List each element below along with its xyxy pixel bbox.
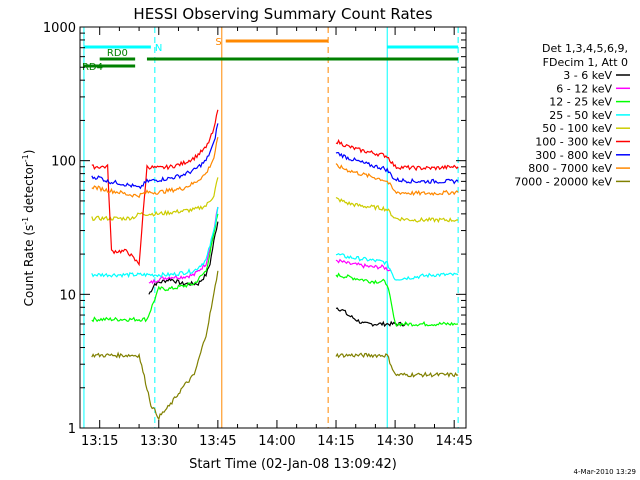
- plot-frame: [79, 26, 467, 429]
- legend-label: 25 - 50 keV: [549, 109, 612, 122]
- y-tick-label: 10: [59, 288, 76, 303]
- chart-title: HESSI Observing Summary Count Rates: [133, 5, 432, 23]
- series-line: [335, 352, 459, 378]
- series-line: [148, 221, 219, 295]
- flag-label: N: [155, 43, 162, 54]
- legend-header-line-2: FDecim 1, Att 0: [543, 56, 628, 69]
- x-tick-label: 14:30: [376, 434, 413, 449]
- series-line: [335, 151, 459, 185]
- flag-bars: N S RD0 RD4: [82, 37, 459, 73]
- vertical-lines: [83, 27, 459, 428]
- series-line: [91, 123, 219, 190]
- y-axis-label: Count Rate (s-1 detector-1): [21, 150, 36, 307]
- date-stamp: 4-Mar-2010 13:29: [574, 468, 636, 476]
- legend-label: 12 - 25 keV: [549, 96, 612, 109]
- legend-label: 7000 - 20000 keV: [514, 175, 612, 188]
- series-line: [91, 109, 219, 267]
- legend-label: 300 - 800 keV: [535, 149, 612, 162]
- flag-label: RD0: [107, 48, 128, 59]
- series-line: [335, 258, 392, 272]
- x-tick-label: 13:15: [81, 434, 118, 449]
- series-line: [335, 138, 459, 172]
- series-line: [91, 206, 219, 279]
- legend-label: 3 - 6 keV: [563, 69, 612, 82]
- x-tick-label: 13:45: [199, 434, 236, 449]
- x-tick-label: 13:30: [140, 434, 177, 449]
- y-tick-label: 100: [51, 155, 76, 170]
- series-line: [91, 136, 219, 199]
- series-line: [335, 163, 459, 197]
- legend-header-line-1: Det 1,3,4,5,6,9,: [542, 42, 628, 55]
- x-tick-label: 14:00: [258, 434, 295, 449]
- series-line: [91, 213, 219, 323]
- x-axis-label: Start Time (02-Jan-08 13:09:42): [189, 457, 397, 472]
- legend-label: 100 - 300 keV: [535, 136, 612, 149]
- flag-label: RD4: [82, 62, 103, 73]
- axes: 13:15 13:30 13:45 14:00 14:15 14:30 14:45 1 10 10…: [43, 21, 473, 449]
- x-tick-label: 14:45: [435, 434, 472, 449]
- y-tick-label: 1: [68, 422, 76, 437]
- x-tick-label: 14:15: [317, 434, 354, 449]
- series-line: [335, 252, 459, 281]
- series-line: [148, 206, 219, 285]
- series-line: [335, 196, 459, 224]
- flag-label: S: [215, 37, 221, 48]
- series-line: [91, 177, 219, 222]
- series-group: [91, 109, 459, 421]
- y-tick-label: 1000: [43, 21, 76, 36]
- legend-label: 800 - 7000 keV: [528, 162, 612, 175]
- series-line: [91, 270, 219, 421]
- legend: Det 1,3,4,5,6,9, FDecim 1, Att 0 3 - 6 k…: [514, 42, 630, 188]
- series-line: [335, 272, 459, 327]
- legend-label: 6 - 12 keV: [556, 82, 612, 95]
- legend-label: 50 - 100 keV: [542, 122, 612, 135]
